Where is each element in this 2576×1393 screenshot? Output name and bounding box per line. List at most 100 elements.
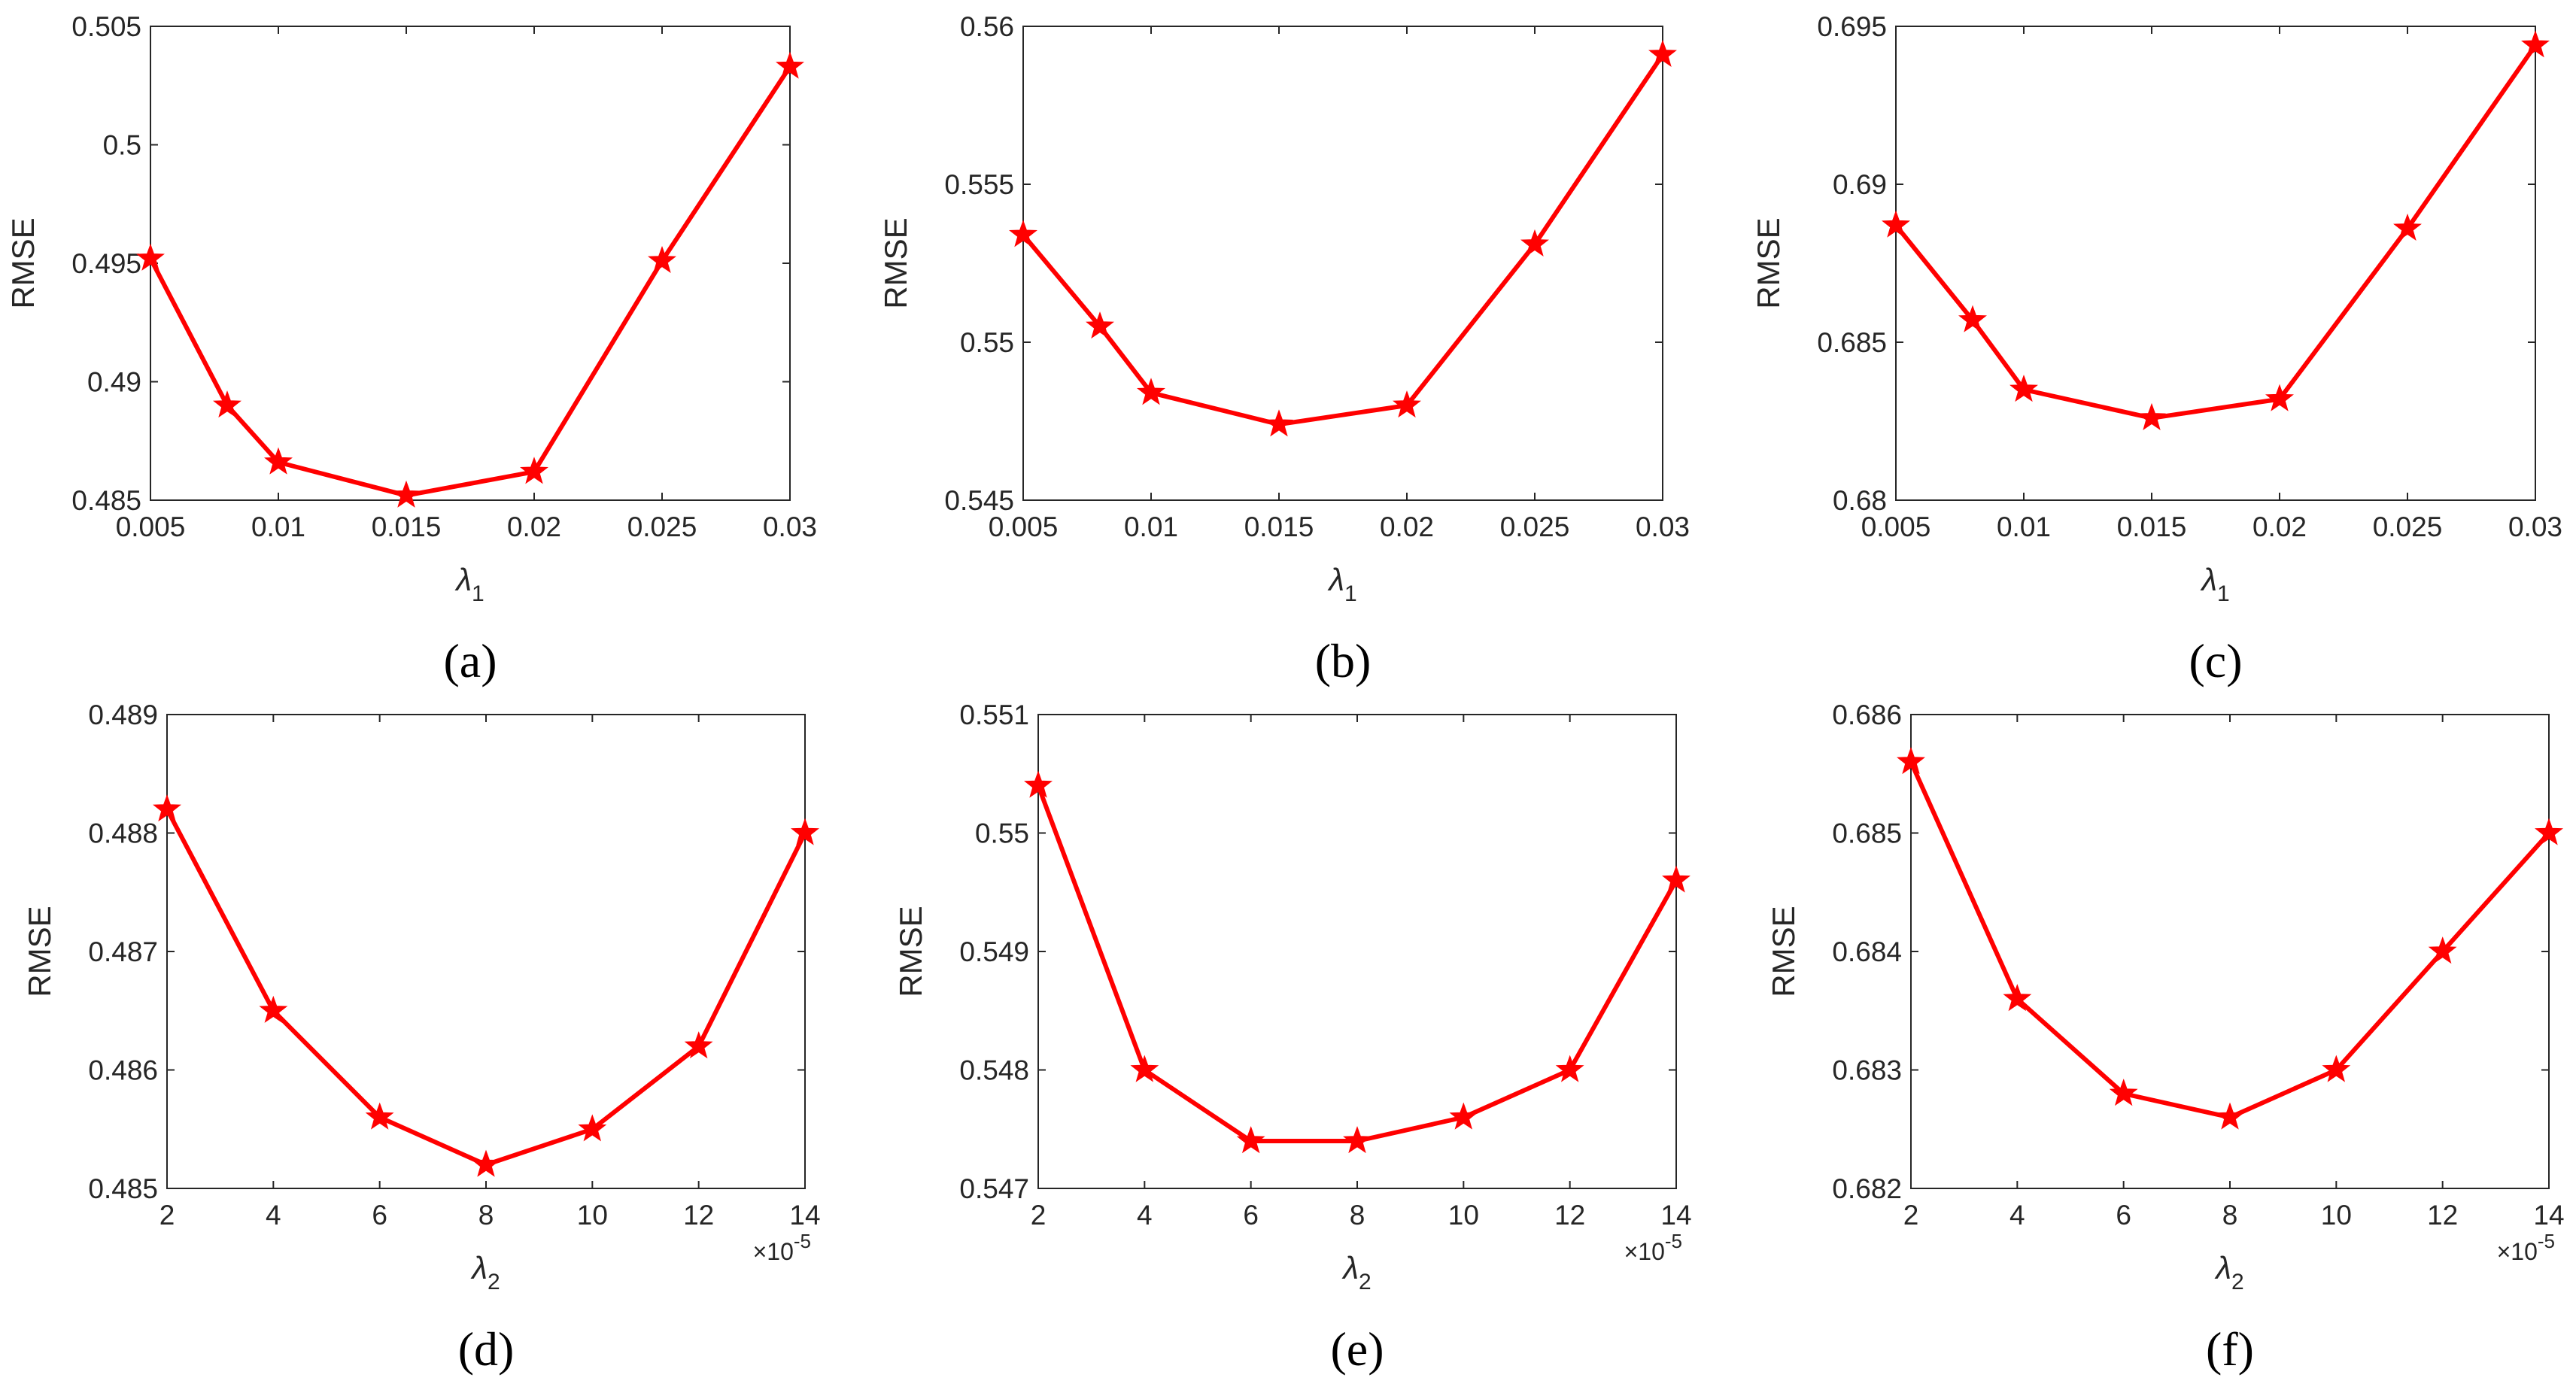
data-point-marker: [213, 390, 242, 418]
x-tick-label: 12: [2427, 1200, 2458, 1231]
x-axis-symbol: λ: [1341, 1250, 1359, 1285]
y-tick-label: 0.686: [1832, 700, 1902, 730]
data-point-marker: [776, 51, 804, 79]
y-axis-label: RMSE: [22, 906, 57, 997]
data-point-marker: [1024, 770, 1053, 798]
x-axis-label: λ2: [1341, 1250, 1371, 1294]
y-tick-label: 0.69: [1833, 169, 1887, 200]
data-point-marker: [1662, 865, 1690, 893]
data-point-marker: [2393, 213, 2422, 241]
y-axis-label: RMSE: [1766, 906, 1801, 997]
x-tick-label: 6: [372, 1200, 387, 1231]
x-axis-subscript: 2: [2231, 1270, 2244, 1294]
data-point-marker: [136, 243, 165, 271]
data-point-marker: [791, 818, 819, 845]
y-tick-label: 0.685: [1817, 327, 1887, 358]
x-tick-label: 8: [2222, 1200, 2238, 1231]
x-axis-label: λ2: [470, 1250, 500, 1294]
x-tick-label: 0.025: [2373, 511, 2443, 542]
y-tick-label: 0.695: [1817, 11, 1887, 42]
x-tick-label: 0.015: [2117, 511, 2187, 542]
y-tick-label: 0.685: [1832, 818, 1902, 849]
x-multiplier-base: ×10: [2497, 1238, 2538, 1265]
data-point-marker: [2216, 1102, 2244, 1130]
data-point-marker: [2137, 402, 2166, 430]
x-multiplier-exponent: -5: [2538, 1230, 2555, 1252]
x-tick-label: 14: [2533, 1200, 2564, 1231]
data-point-marker: [1343, 1126, 1372, 1154]
axes-box: [1895, 26, 2536, 501]
x-axis-subscript: 2: [1359, 1270, 1372, 1294]
x-tick-label: 8: [1350, 1200, 1365, 1231]
panel-caption: (b): [1315, 634, 1372, 687]
y-tick-label: 0.485: [71, 485, 141, 516]
x-tick-label: 0.015: [372, 511, 442, 542]
data-point-marker: [2521, 30, 2550, 58]
axes-box: [166, 714, 806, 1189]
data-point-marker: [1086, 311, 1114, 339]
x-tick-label: 4: [266, 1200, 281, 1231]
x-axis-subscript: 2: [488, 1270, 500, 1294]
y-axis-label: RMSE: [5, 217, 41, 308]
x-tick-label: 2: [159, 1200, 175, 1231]
x-tick-label: 0.015: [1244, 511, 1314, 542]
x-multiplier-exponent: -5: [1665, 1230, 1682, 1252]
x-multiplier-label: ×10-5: [2497, 1230, 2555, 1265]
data-point-marker: [1897, 747, 1925, 775]
y-tick-label: 0.548: [959, 1055, 1029, 1086]
data-point-marker: [1265, 409, 1293, 437]
data-point-marker: [1130, 1055, 1159, 1082]
data-point-marker: [1648, 39, 1677, 67]
panel-caption: (f): [2206, 1322, 2254, 1376]
series-line: [1021, 53, 1665, 427]
data-point-marker: [648, 245, 676, 273]
data-point-marker: [2535, 818, 2563, 845]
x-tick-label: 12: [1554, 1200, 1585, 1231]
y-tick-label: 0.55: [975, 818, 1029, 849]
y-tick-label: 0.49: [87, 367, 141, 398]
y-tick-label: 0.56: [960, 11, 1014, 42]
x-tick-label: 10: [1448, 1200, 1479, 1231]
data-point-marker: [2265, 384, 2294, 411]
x-axis-label: λ1: [454, 562, 484, 606]
data-point-marker: [365, 1102, 394, 1130]
data-point-marker: [472, 1149, 500, 1177]
x-tick-label: 0.03: [1636, 511, 1690, 542]
panel-caption: (e): [1330, 1322, 1384, 1376]
y-tick-label: 0.684: [1832, 936, 1902, 967]
y-tick-label: 0.55: [960, 327, 1014, 358]
x-tick-label: 12: [683, 1200, 714, 1231]
x-tick-label: 0.02: [2252, 511, 2307, 542]
x-tick-label: 0.025: [1500, 511, 1570, 542]
y-axis-label: RMSE: [878, 217, 913, 308]
x-tick-label: 2: [1903, 1200, 1919, 1231]
axes-box: [1037, 714, 1677, 1189]
x-axis-label: λ2: [2214, 1250, 2243, 1294]
x-axis-label: λ1: [2200, 562, 2229, 606]
data-point-marker: [578, 1114, 607, 1142]
data-point-marker: [259, 995, 288, 1023]
x-tick-label: 6: [1243, 1200, 1259, 1231]
y-tick-label: 0.555: [944, 169, 1014, 200]
data-point-marker: [1520, 229, 1549, 256]
x-axis-symbol: λ: [2214, 1250, 2231, 1285]
y-tick-label: 0.505: [71, 11, 141, 42]
data-point-marker: [520, 457, 548, 484]
data-point-marker: [1882, 210, 1910, 238]
y-tick-label: 0.682: [1832, 1173, 1902, 1204]
y-tick-label: 0.485: [88, 1173, 158, 1204]
y-tick-label: 0.551: [959, 700, 1029, 730]
x-tick-label: 10: [577, 1200, 608, 1231]
x-tick-label: 0.005: [116, 511, 186, 542]
x-multiplier-exponent: -5: [794, 1230, 811, 1252]
x-axis-subscript: 1: [1344, 581, 1357, 606]
x-multiplier-label: ×10-5: [1624, 1230, 1682, 1265]
x-tick-label: 2: [1031, 1200, 1046, 1231]
x-tick-label: 0.01: [1997, 511, 2051, 542]
panel-caption: (c): [2189, 634, 2242, 687]
y-tick-label: 0.488: [88, 818, 158, 849]
series-line: [148, 65, 792, 498]
